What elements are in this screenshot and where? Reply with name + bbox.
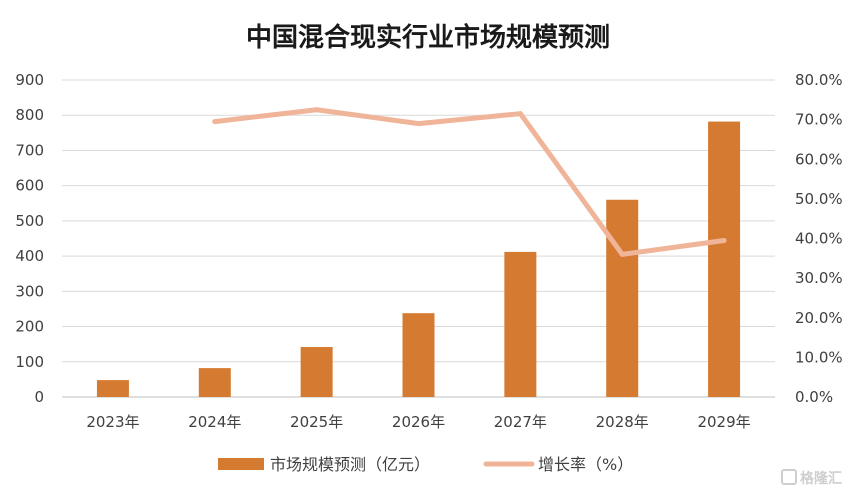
x-tick-label: 2025年 (290, 413, 343, 431)
y-left-tick-label: 700 (15, 141, 44, 159)
x-tick-label: 2029年 (697, 413, 750, 431)
y-right-tick-label: 50.0% (795, 190, 843, 208)
x-tick-label: 2024年 (188, 413, 241, 431)
line-series (212, 107, 727, 257)
y-left-tick-label: 600 (15, 177, 44, 195)
bar (96, 380, 129, 397)
y-left-tick-label: 900 (15, 71, 44, 89)
bar (504, 251, 537, 397)
y-right-tick-label: 10.0% (795, 348, 843, 366)
y-right-tick-label: 70.0% (795, 111, 843, 129)
line-point (619, 251, 625, 257)
line-point (721, 237, 727, 243)
y-left-tick-label: 800 (15, 106, 44, 124)
legend-swatch-bar (218, 458, 264, 470)
y-right-tick-label: 0.0% (795, 388, 833, 406)
line-point (517, 111, 523, 117)
y-left-tick-label: 500 (15, 212, 44, 230)
legend-label-bar: 市场规模预测（亿元） (270, 455, 430, 474)
y-axis-right: 0.0% 10.0% 20.0% 30.0% 40.0% 50.0% 60.0% 70.0% 8… (795, 71, 843, 406)
bar (402, 313, 435, 397)
bar (708, 121, 741, 397)
bar-series (96, 121, 741, 397)
bar (606, 199, 639, 397)
line-point (314, 107, 320, 113)
y-right-tick-label: 80.0% (795, 71, 843, 89)
gridlines (62, 79, 775, 398)
watermark-logo: 格隆汇 (781, 469, 842, 487)
legend: 市场规模预测（亿元） 增长率（%） (218, 455, 633, 474)
bar (198, 368, 231, 397)
x-axis: 2023年 2024年 2025年 2026年 2027年 2028年 2029年 (86, 413, 750, 431)
watermark-icon (781, 469, 797, 485)
y-left-tick-label: 100 (15, 353, 44, 371)
x-tick-label: 2023年 (86, 413, 139, 431)
x-tick-label: 2026年 (392, 413, 445, 431)
y-right-tick-label: 60.0% (795, 150, 843, 168)
legend-label-line: 增长率（%） (538, 455, 633, 474)
y-right-tick-label: 30.0% (795, 269, 843, 287)
y-left-tick-label: 400 (15, 247, 44, 265)
bar (300, 346, 333, 397)
x-tick-label: 2027年 (494, 413, 547, 431)
growth-rate-line (212, 107, 727, 257)
x-tick-label: 2028年 (596, 413, 649, 431)
y-right-tick-label: 20.0% (795, 309, 843, 327)
y-right-tick-label: 40.0% (795, 230, 843, 248)
y-left-tick-label: 0 (34, 388, 44, 406)
chart-title: 中国混合现实行业市场规模预测 (246, 22, 610, 53)
y-left-tick-label: 300 (15, 282, 44, 300)
y-left-tick-label: 200 (15, 318, 44, 336)
line-point (212, 119, 218, 125)
watermark-text: 格隆汇 (800, 470, 842, 487)
line-point (416, 121, 421, 127)
y-axis-left: 0 100 200 300 400 500 600 700 800 900 (15, 71, 44, 406)
